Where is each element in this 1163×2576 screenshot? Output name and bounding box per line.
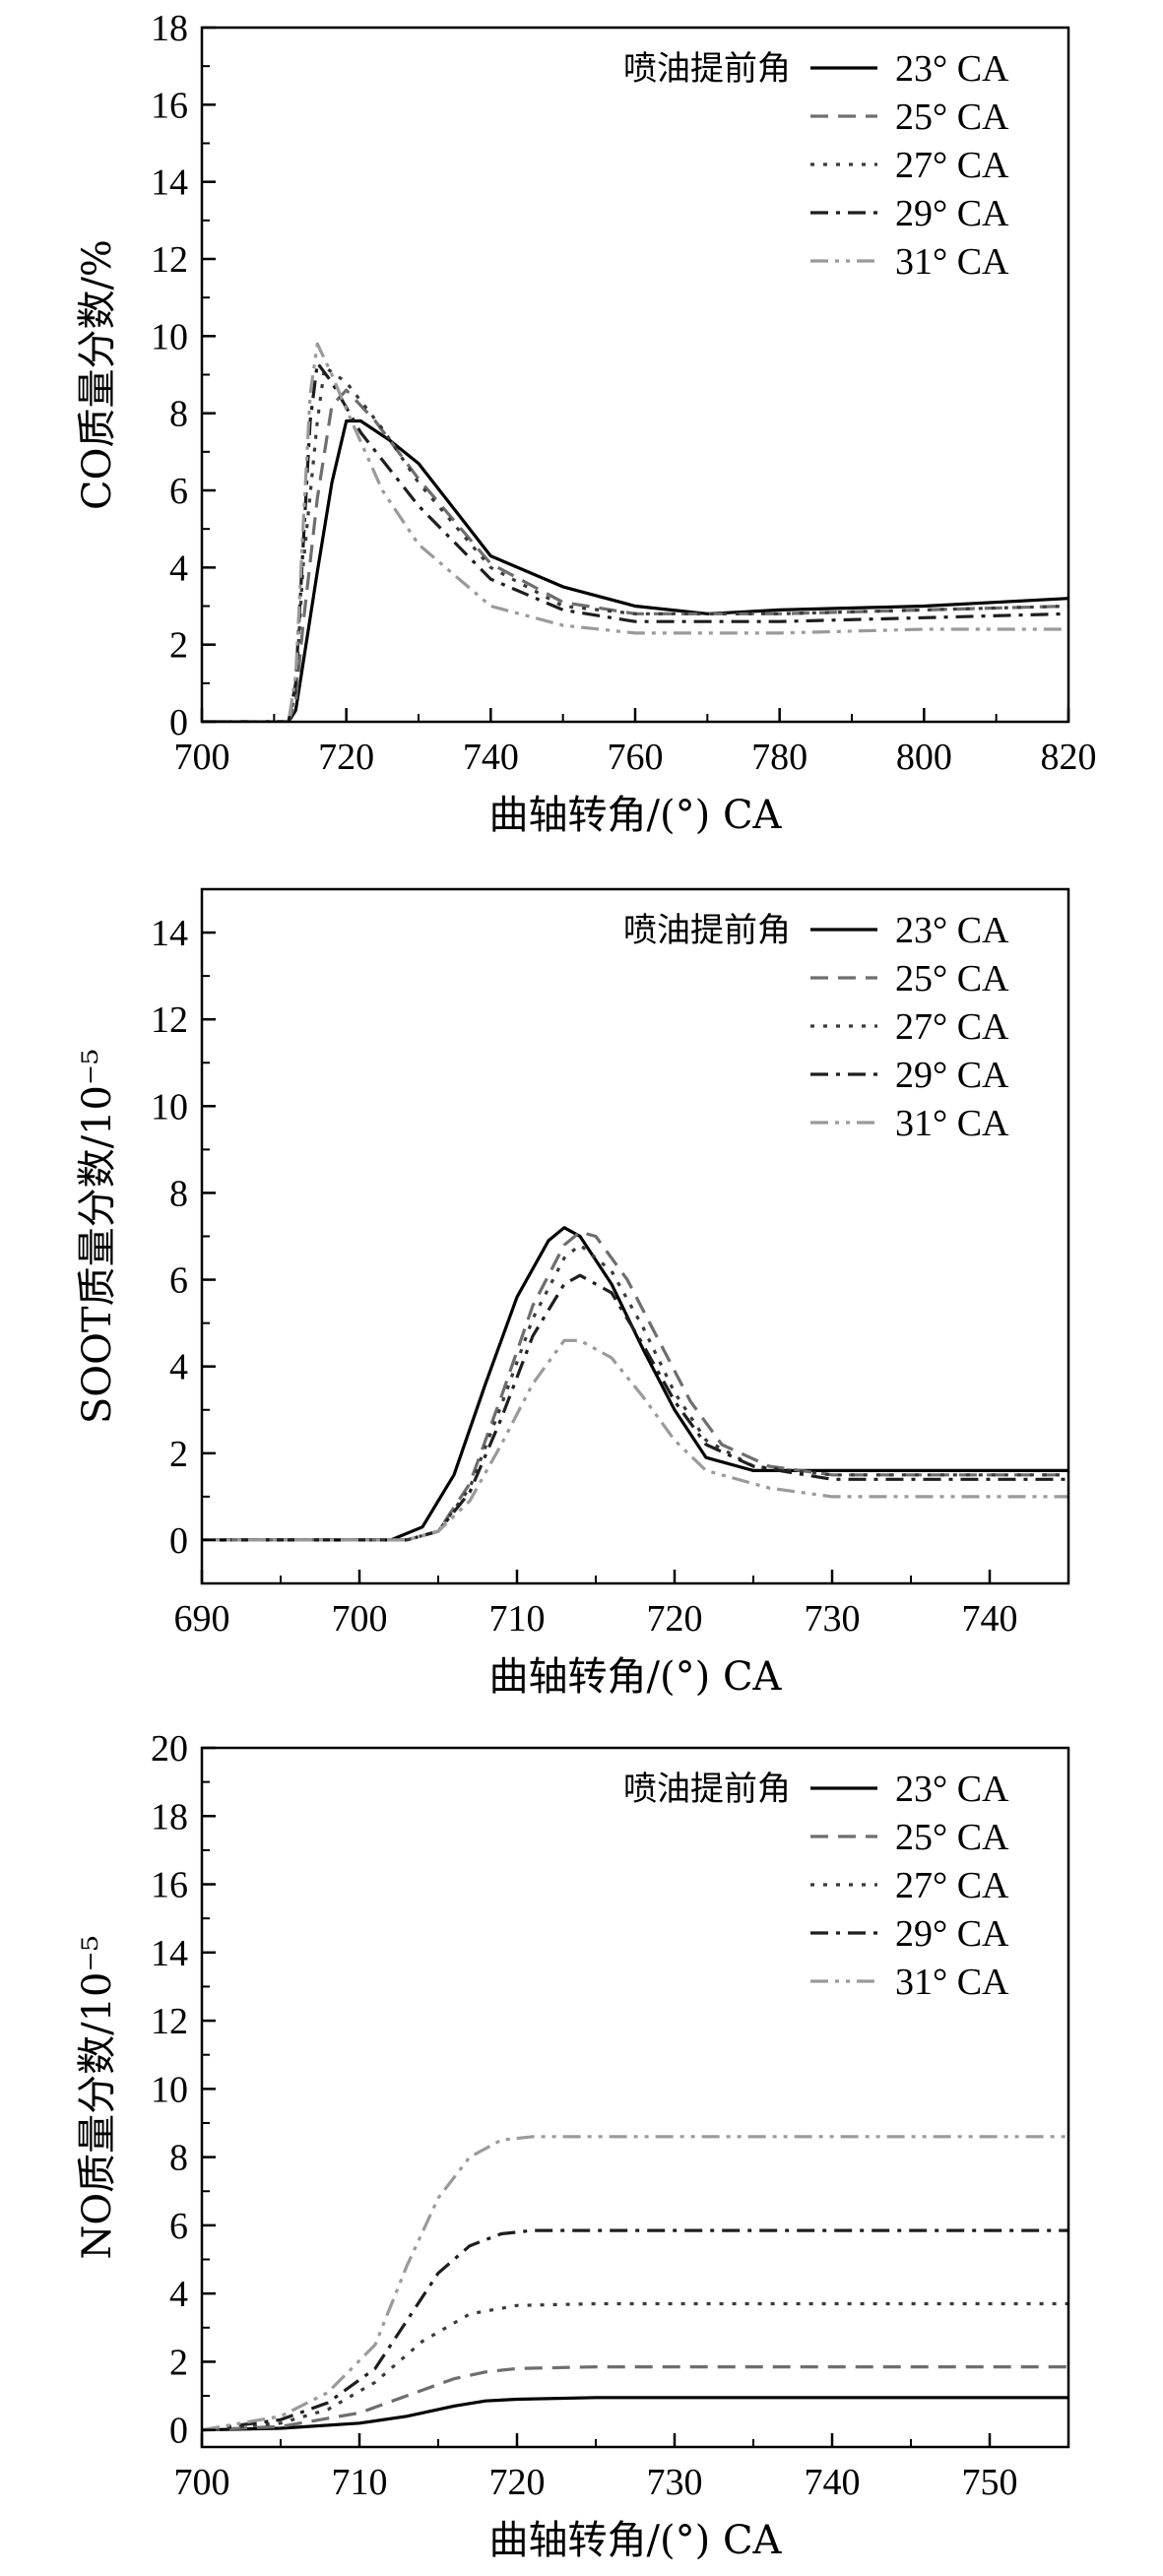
y-tick-label: 16 [151,85,188,126]
series-line-31-ca [202,2135,1068,2432]
legend-label-27-ca: 27° CA [895,1865,1009,1906]
x-tick-label: 730 [805,1598,861,1640]
series-line-27-ca [202,365,1068,722]
series-line-25-ca [202,388,1068,722]
series-line-25-ca [202,2365,1068,2432]
y-tick-label: 0 [169,1520,188,1562]
x-tick-label: 700 [174,737,230,778]
series-line-27-ca [202,2301,1068,2432]
y-tick-label: 10 [151,316,188,357]
x-tick-label: 760 [608,737,664,778]
y-tick-label: 6 [169,2206,188,2247]
legend-label-27-ca: 27° CA [895,145,1009,186]
series-line-29-ca [202,1273,1068,1542]
x-tick-label: 730 [647,2462,703,2503]
legend-title: 喷油提前角 [623,1770,791,1809]
x-tick-label: 700 [332,1598,388,1640]
y-tick-label: 12 [151,2001,188,2042]
legend-label-29-ca: 29° CA [895,193,1009,234]
series-line-25-ca [202,1230,1068,1542]
x-axis-title: 曲轴转角/(°) CA [489,2518,783,2563]
y-tick-label: 14 [151,913,188,954]
series-line-27-ca [202,1243,1068,1542]
y-tick-label: 18 [151,1796,188,1837]
y-tick-label: 16 [151,1865,188,1906]
y-tick-label: 8 [169,394,188,435]
x-tick-label: 800 [896,737,952,778]
legend-label-23-ca: 23° CA [895,910,1009,951]
y-tick-label: 18 [151,8,188,49]
x-tick-label: 700 [174,2462,230,2503]
x-tick-label: 740 [962,1598,1018,1640]
y-tick-label: 0 [169,2411,188,2452]
series-line-31-ca [202,342,1068,722]
y-tick-label: 12 [151,239,188,281]
series-line-29-ca [202,361,1068,722]
x-tick-label: 750 [962,2462,1018,2503]
chart-3: 700 710 720 730 740 750 0 2 4 6 8 10 12 14 16 18 20 曲轴转角/… [75,1728,1070,2563]
y-tick-label: 8 [169,2138,188,2179]
x-tick-label: 740 [463,737,519,778]
x-tick-label: 780 [751,737,808,778]
x-tick-label: 690 [174,1598,230,1640]
y-tick-label: 10 [151,2069,188,2110]
y-tick-label: 8 [169,1173,188,1214]
y-tick-label: 2 [169,2342,188,2383]
y-tick-label: 12 [151,999,188,1041]
series-line-29-ca [202,2228,1068,2432]
x-tick-label: 710 [489,1598,546,1640]
legend-label-27-ca: 27° CA [895,1006,1009,1048]
x-tick-label: 720 [489,2462,546,2503]
y-tick-label: 14 [151,162,188,204]
x-axis-title: 曲轴转角/(°) CA [489,793,783,838]
legend-label-31-ca: 31° CA [895,1962,1009,2003]
y-tick-label: 4 [169,2274,188,2315]
legend-label-25-ca: 25° CA [895,958,1009,999]
legend-label-29-ca: 29° CA [895,1055,1009,1096]
y-axis-title: NO质量分数/10⁻⁵ [75,1935,120,2259]
legend-label-23-ca: 23° CA [895,1769,1009,1810]
legend-label-29-ca: 29° CA [895,1913,1009,1955]
legend-label-25-ca: 25° CA [895,97,1009,138]
y-tick-label: 20 [151,1728,188,1770]
series-line-23-ca [202,2396,1068,2432]
legend-label-31-ca: 31° CA [895,1103,1009,1144]
y-tick-label: 4 [169,1347,188,1388]
legend-title: 喷油提前角 [623,911,791,950]
y-tick-label: 6 [169,1260,188,1302]
legend-title: 喷油提前角 [623,49,791,89]
x-tick-label: 710 [332,2462,388,2503]
legend-label-31-ca: 31° CA [895,241,1009,283]
y-tick-label: 6 [169,471,188,512]
x-tick-label: 720 [318,737,374,778]
y-tick-label: 2 [169,1434,188,1475]
chart-2: 690 700 710 720 730 740 0 2 4 6 8 10 12 14 曲轴转角/(°) CA… [75,887,1070,1700]
plot-frame [200,1746,1070,2449]
y-axis-title: CO质量分数/% [75,239,120,510]
legend-label-23-ca: 23° CA [895,48,1009,90]
chart-1: 700 720 740 760 780 800 820 0 2 4 6 8 10 12 14 16 18 曲轴转角… [75,8,1097,838]
y-tick-label: 4 [169,547,188,589]
x-tick-label: 820 [1041,737,1097,778]
y-tick-label: 10 [151,1086,188,1127]
x-axis-title: 曲轴转角/(°) CA [489,1654,783,1700]
legend-label-25-ca: 25° CA [895,1817,1009,1858]
x-tick-label: 740 [805,2462,861,2503]
y-tick-label: 14 [151,1933,188,1974]
series-line-23-ca [202,1226,1068,1542]
y-tick-label: 0 [169,702,188,743]
y-tick-label: 2 [169,625,188,667]
y-axis-title: SOOT质量分数/10⁻⁵ [75,1049,120,1424]
series-line-23-ca [202,419,1068,722]
x-tick-label: 720 [647,1598,703,1640]
series-line-31-ca [202,1338,1068,1542]
